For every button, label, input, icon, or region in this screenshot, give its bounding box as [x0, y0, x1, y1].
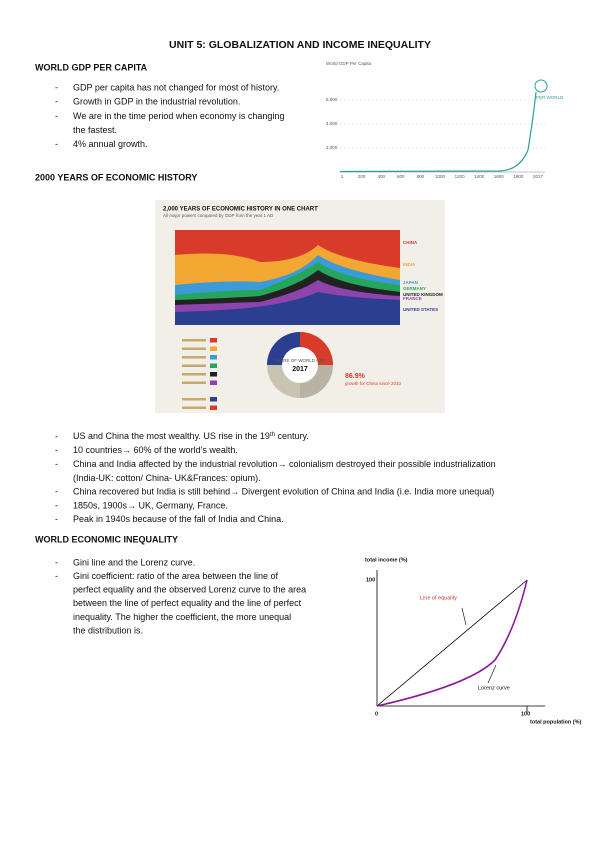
flag	[210, 355, 217, 360]
infographic-subtitle: All major powers compared by GDP from th…	[163, 213, 274, 218]
country-label: JAPAN	[403, 280, 418, 285]
x-axis-label: total population (%)	[530, 719, 581, 725]
gdp-x-tick: 1	[341, 174, 344, 179]
flag	[210, 372, 217, 377]
country-label: GERMANY	[403, 286, 426, 291]
section-heading: 2000 YEARS OF ECONOMIC HISTORY	[35, 172, 197, 182]
growth-value: 86.9%	[345, 373, 366, 380]
bullet-dash: -	[55, 82, 58, 92]
gdp-y-tick: 2,000	[326, 145, 338, 150]
bullet-text: Peak in 1940s because of the fall of Ind…	[73, 514, 284, 524]
gdp-x-tick: 1600	[494, 174, 505, 179]
gdp-x-tick: 2017	[533, 174, 544, 179]
equality-label: Line of equality	[420, 595, 457, 601]
page-title: UNIT 5: GLOBALIZATION AND INCOME INEQUAL…	[169, 39, 431, 51]
bullet-dash: -	[55, 557, 58, 567]
bullet-dash: -	[55, 459, 58, 469]
bullet-text: between the line of perfect equality and…	[73, 598, 302, 608]
bullet-dash: -	[55, 500, 58, 510]
bullet-text: the distribution is.	[73, 625, 143, 635]
bullet-text: GDP per capita has not changed for most …	[73, 82, 279, 92]
gdp-x-tick: 200	[358, 174, 366, 179]
gdp-x-tick: 1000	[435, 174, 446, 179]
gdp-y-tick: 4,000	[326, 121, 338, 126]
legend-bar	[182, 398, 206, 401]
gdp-x-tick: 1400	[474, 174, 485, 179]
donut-label: SHARE OF WORLD GDP	[274, 358, 326, 363]
country-label: FRANCE	[403, 296, 422, 301]
flag	[210, 397, 217, 402]
section-heading: WORLD ECONOMIC INEQUALITY	[35, 534, 178, 544]
bullet-text: Growth in GDP in the industrial revoluti…	[73, 97, 240, 107]
y-top-label: 100	[366, 577, 375, 583]
text-run: th	[270, 432, 275, 438]
flag	[210, 338, 217, 343]
bullet-text: We are in the time period when economy i…	[73, 111, 284, 121]
bullet-dash: -	[55, 139, 58, 149]
bullet-text: (India-UK: cotton/ China- UK&Frances: op…	[73, 473, 261, 483]
bullet-text: Gini line and the Lorenz curve.	[73, 557, 195, 567]
curve-label: Lorenz curve	[478, 685, 510, 691]
gdp-y-tick: 6,000	[326, 97, 338, 102]
bullet-text: US and China the most wealthy. US rise i…	[73, 431, 309, 441]
x-end-label: 100	[521, 711, 530, 717]
bullet-text: the fastest.	[73, 125, 117, 135]
donut-year: 2017	[292, 366, 308, 373]
gdp-x-tick: 400	[377, 174, 385, 179]
flag	[210, 405, 217, 410]
bullet-text: perfect equality and the observed Lorenz…	[73, 585, 306, 595]
bullet-dash: -	[55, 97, 58, 107]
lorenz-chart: total income (%) 100 0 100 total populat…	[365, 557, 581, 725]
text-run: century.	[275, 431, 309, 441]
country-label: INDIA	[403, 262, 416, 267]
bullet-dash: -	[55, 487, 58, 497]
country-label: UNITED KINGDOM	[403, 292, 443, 297]
bullet-text: China recovered but India is still behin…	[73, 487, 494, 497]
bullet-text: 4% annual growth.	[73, 139, 148, 149]
bullet-text: 10 countries→ 60% of the world’s wealth.	[73, 445, 238, 455]
bullet-dash: -	[55, 571, 58, 581]
gdp-x-tick: 800	[417, 174, 425, 179]
country-label: CHINA	[403, 240, 418, 245]
bullet-dash: -	[55, 431, 58, 441]
legend-bar	[182, 356, 206, 359]
section-heading: WORLD GDP PER CAPITA	[35, 62, 148, 72]
legend-bar	[182, 373, 206, 376]
origin-label: 0	[375, 711, 378, 717]
bullet-text: China and India affected by the industri…	[73, 459, 496, 469]
bullet-text: inequality. The higher the coefficient, …	[73, 612, 291, 622]
bullet-dash: -	[55, 111, 58, 121]
gdp-chart: World GDP Per Capita PER WORLD	[326, 61, 564, 173]
bullet-text: 1850s, 1900s→ UK, Germany, France.	[73, 500, 228, 510]
legend-bar	[182, 364, 206, 367]
legend-bar	[182, 406, 206, 409]
gdp-title: World GDP Per Capita	[326, 61, 372, 66]
flag	[210, 380, 217, 385]
flag	[210, 363, 217, 368]
country-label: UNITED STATES	[403, 307, 438, 312]
gdp-x-tick: 1200	[455, 174, 466, 179]
y-axis-label: total income (%)	[365, 557, 408, 563]
text-run: US and China the most wealthy. US rise i…	[73, 431, 270, 441]
gdp-x-tick: 1800	[513, 174, 524, 179]
legend-bar	[182, 339, 206, 342]
infographic-title: 2,000 YEARS OF ECONOMIC HISTORY IN ONE C…	[163, 207, 318, 213]
flag	[210, 346, 217, 351]
bullet-dash: -	[55, 514, 58, 524]
economic-history-infographic: 2,000 YEARS OF ECONOMIC HISTORY IN ONE C…	[155, 200, 445, 413]
gdp-x-tick: 600	[397, 174, 405, 179]
bullet-dash: -	[55, 445, 58, 455]
bullet-text: Gini coefficient: ratio of the area betw…	[73, 571, 278, 581]
legend-bar	[182, 347, 206, 350]
gdp-series-label: PER WORLD	[536, 95, 564, 100]
legend-bar	[182, 381, 206, 384]
growth-note: growth for China since 2010	[345, 381, 402, 386]
